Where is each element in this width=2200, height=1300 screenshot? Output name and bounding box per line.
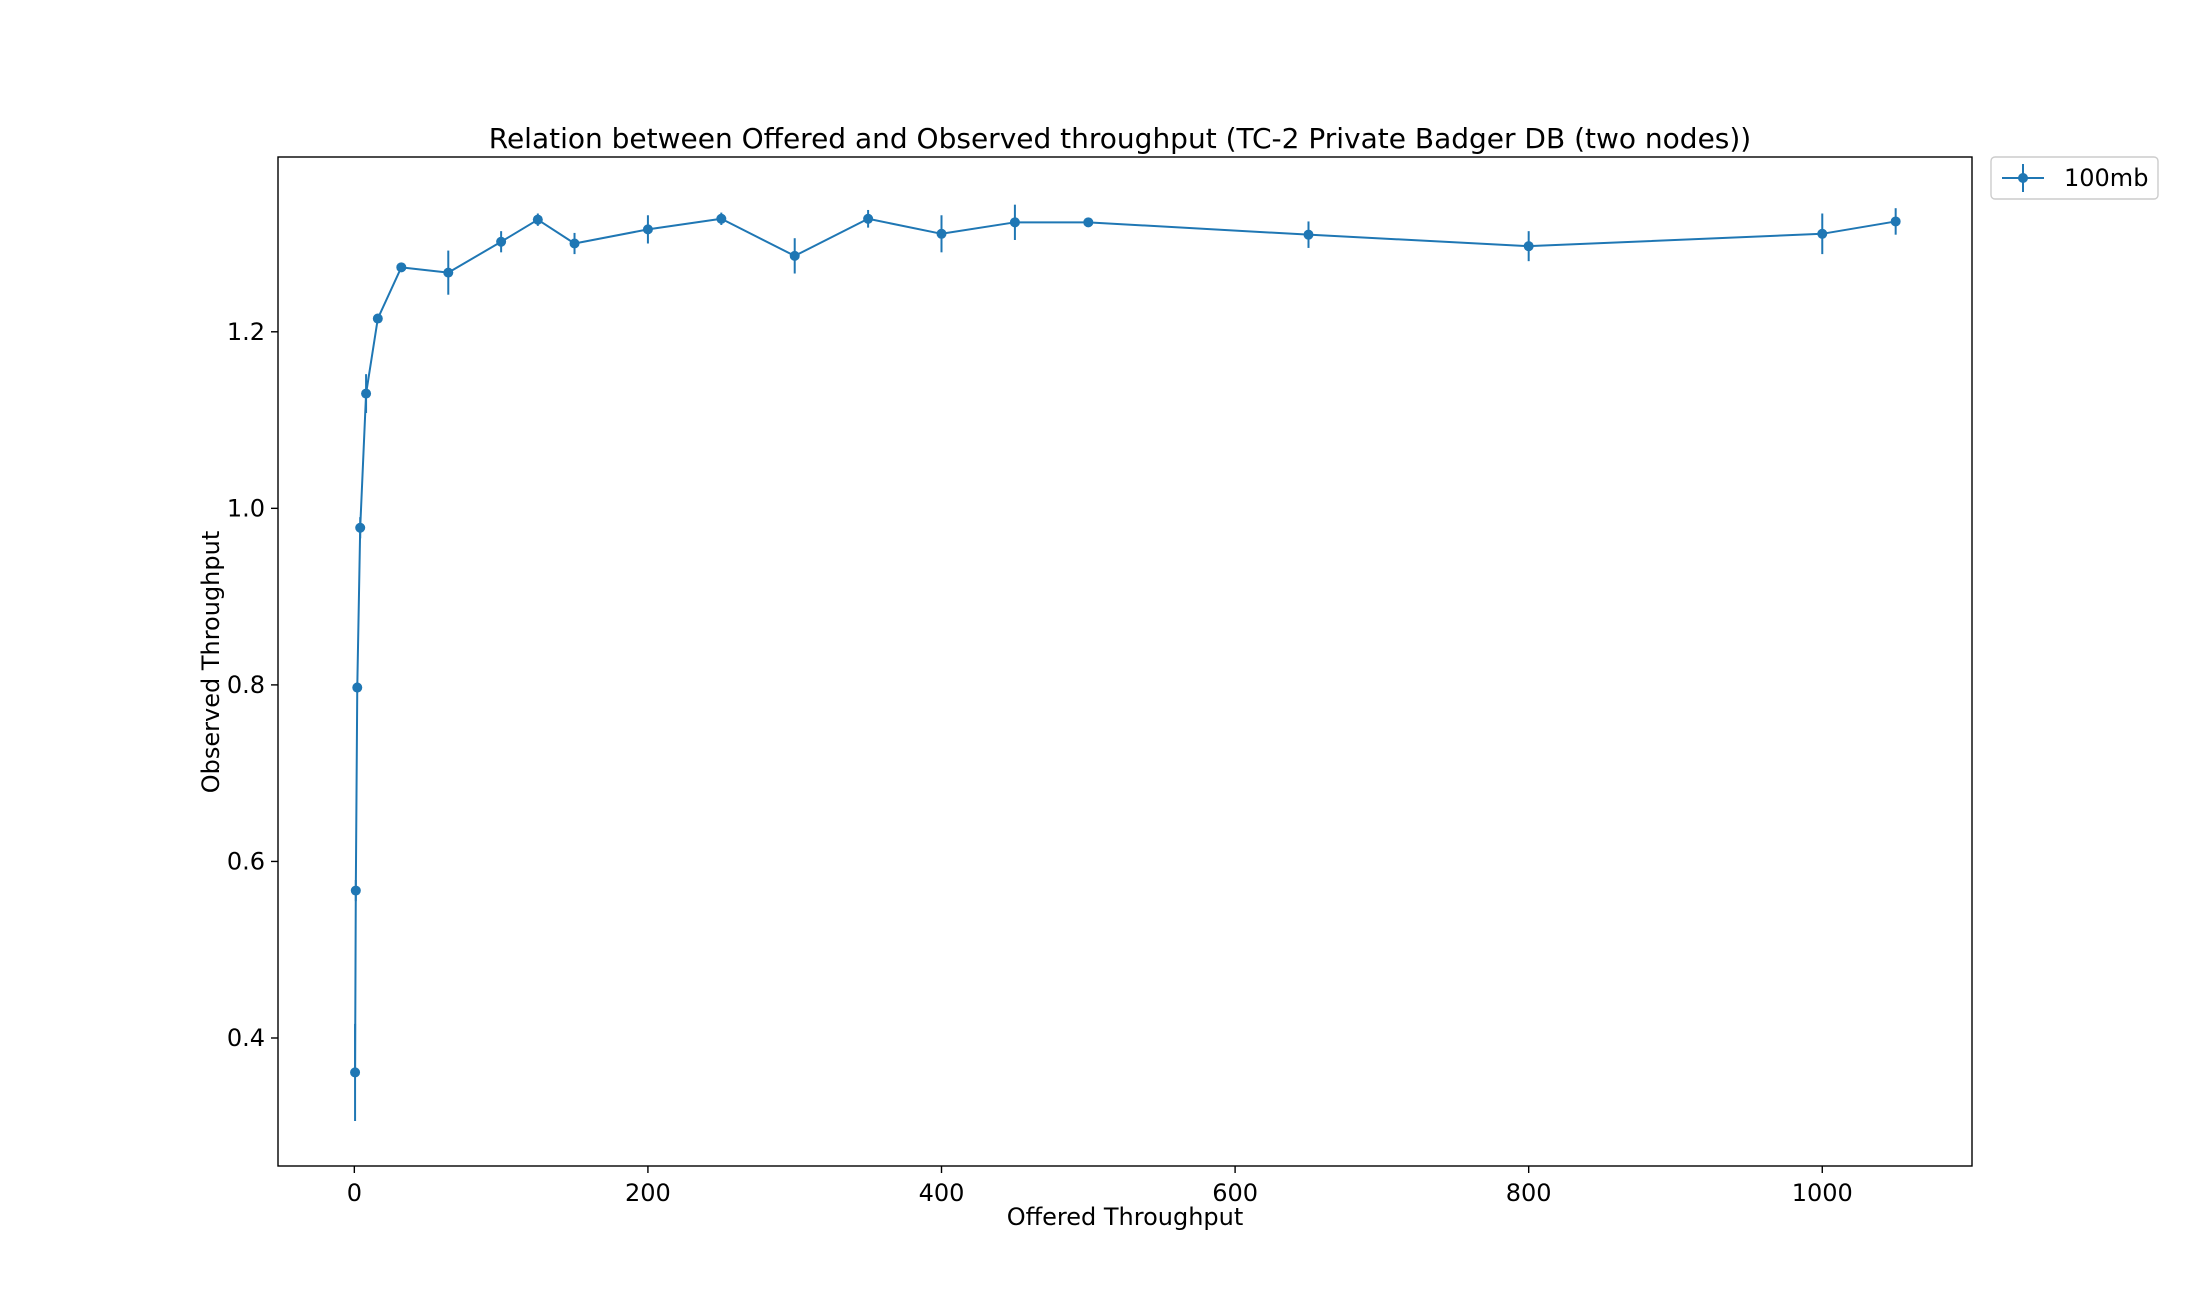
y-tick-label: 1.2 xyxy=(227,318,265,346)
data-point xyxy=(716,213,727,224)
plot-area xyxy=(350,204,1901,1121)
data-point xyxy=(355,522,366,533)
data-point xyxy=(361,388,372,399)
x-tick-label: 400 xyxy=(919,1179,965,1207)
data-point xyxy=(789,250,800,261)
x-tick-label: 600 xyxy=(1212,1179,1258,1207)
data-point xyxy=(496,236,507,247)
data-point xyxy=(642,224,653,235)
x-tick-label: 0 xyxy=(347,1179,362,1207)
x-tick-label: 200 xyxy=(625,1179,671,1207)
data-point xyxy=(396,262,407,273)
y-tick-label: 0.6 xyxy=(227,847,265,875)
legend: 100mb xyxy=(1990,156,2159,200)
y-tick-label: 1.0 xyxy=(227,494,265,522)
x-axis-label: Offered Throughput xyxy=(1007,1203,1244,1231)
data-point xyxy=(1817,228,1828,239)
plot-frame xyxy=(277,156,1973,1167)
data-point xyxy=(1303,229,1314,240)
data-point xyxy=(352,682,363,693)
y-axis-label: Observed Throughput xyxy=(197,531,225,794)
y-tick-label: 0.8 xyxy=(227,671,265,699)
data-point xyxy=(532,214,543,225)
data-point xyxy=(443,267,454,278)
data-point xyxy=(569,238,580,249)
legend-marker xyxy=(2018,173,2028,183)
series-100mb xyxy=(350,204,1901,1121)
x-axis: 0 200 400 600 800 1000 xyxy=(347,1166,1853,1207)
y-tick-label: 0.4 xyxy=(227,1024,265,1052)
data-point xyxy=(350,1067,361,1078)
legend-label: 100mb xyxy=(2064,164,2148,192)
data-point xyxy=(1890,216,1901,227)
data-point xyxy=(350,885,361,896)
data-point xyxy=(1009,217,1020,228)
data-point xyxy=(1083,217,1094,228)
data-point xyxy=(863,213,874,224)
series-line xyxy=(354,217,1896,1073)
data-point xyxy=(372,313,383,324)
data-point xyxy=(1523,241,1534,252)
y-axis: 0.4 0.6 0.8 1.0 1.2 xyxy=(227,318,278,1052)
legend-box xyxy=(1990,156,2159,200)
x-tick-label: 800 xyxy=(1506,1179,1552,1207)
chart-title: Relation between Offered and Observed th… xyxy=(489,122,1751,155)
x-tick-label: 1000 xyxy=(1792,1179,1853,1207)
data-point xyxy=(936,228,947,239)
